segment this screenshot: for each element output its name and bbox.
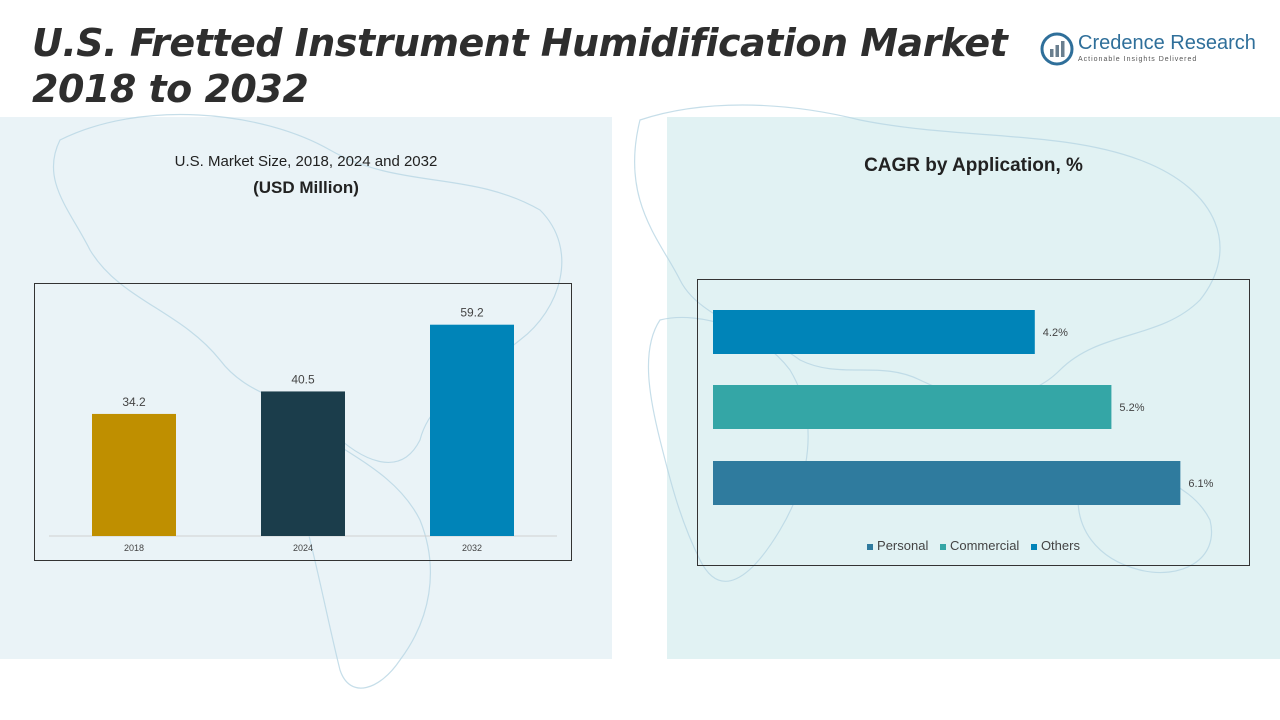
- page-title-line1: U.S. Fretted Instrument Humidification M…: [32, 21, 1008, 65]
- value-label-personal: 4.2%: [1043, 327, 1068, 339]
- legend-label-commercial: Commercial: [949, 538, 1020, 553]
- legend-label-others: Others: [1040, 538, 1080, 553]
- cagr-bar-chart: 4.2% 5.2% 6.1%: [713, 310, 1214, 505]
- x-tick-label-2018: 2018: [124, 543, 144, 553]
- bar-2018: [92, 413, 176, 536]
- logo-tagline: Actionable Insights Delivered: [1078, 56, 1198, 63]
- logo-name: Credence Research: [1078, 32, 1256, 54]
- legend-swatch-others: [1030, 543, 1037, 550]
- bar-2024: [261, 391, 345, 536]
- market-size-chart: 34.2 2018 40.5 2024 59.2 2032: [34, 283, 572, 561]
- bar-growth-icon: [1040, 32, 1074, 66]
- cagr-chart-title: CAGR by Application, %: [864, 155, 1083, 176]
- bar-2032: [430, 324, 514, 536]
- value-label-2024: 40.5: [291, 372, 315, 386]
- value-label-others: 6.1%: [1188, 478, 1213, 490]
- page-title-line2: 2018 to 2032: [32, 67, 309, 111]
- cagr-chart: 4.2% 5.2% 6.1%: [697, 279, 1250, 566]
- bar-commercial: [713, 385, 1112, 429]
- value-label-commercial: 5.2%: [1119, 402, 1144, 414]
- bar-others: [713, 461, 1181, 505]
- bar-personal: [713, 310, 1035, 354]
- market-size-unit: (USD Million): [253, 178, 359, 197]
- market-size-subtitle: U.S. Market Size, 2018, 2024 and 2032: [174, 153, 438, 170]
- legend-item-others: Others: [1030, 538, 1080, 553]
- legend-item-personal: Personal: [867, 538, 928, 553]
- legend-label-personal: Personal: [877, 538, 929, 553]
- legend-swatch-personal: [867, 543, 874, 550]
- market-size-bar-chart: 34.2 2018 40.5 2024 59.2 2032: [49, 306, 557, 553]
- x-tick-label-2024: 2024: [293, 543, 313, 553]
- legend-swatch-commercial: [939, 543, 946, 550]
- x-tick-label-2032: 2032: [462, 543, 482, 553]
- credence-research-logo: Credence Research Actionable Insights De…: [1040, 30, 1256, 70]
- page-title: U.S. Fretted Instrument Humidification M…: [32, 20, 1008, 112]
- cagr-legend: Personal Commercial Others: [697, 538, 1250, 553]
- legend-item-commercial: Commercial: [939, 538, 1020, 553]
- value-label-2032: 59.2: [460, 306, 484, 320]
- value-label-2018: 34.2: [122, 395, 146, 409]
